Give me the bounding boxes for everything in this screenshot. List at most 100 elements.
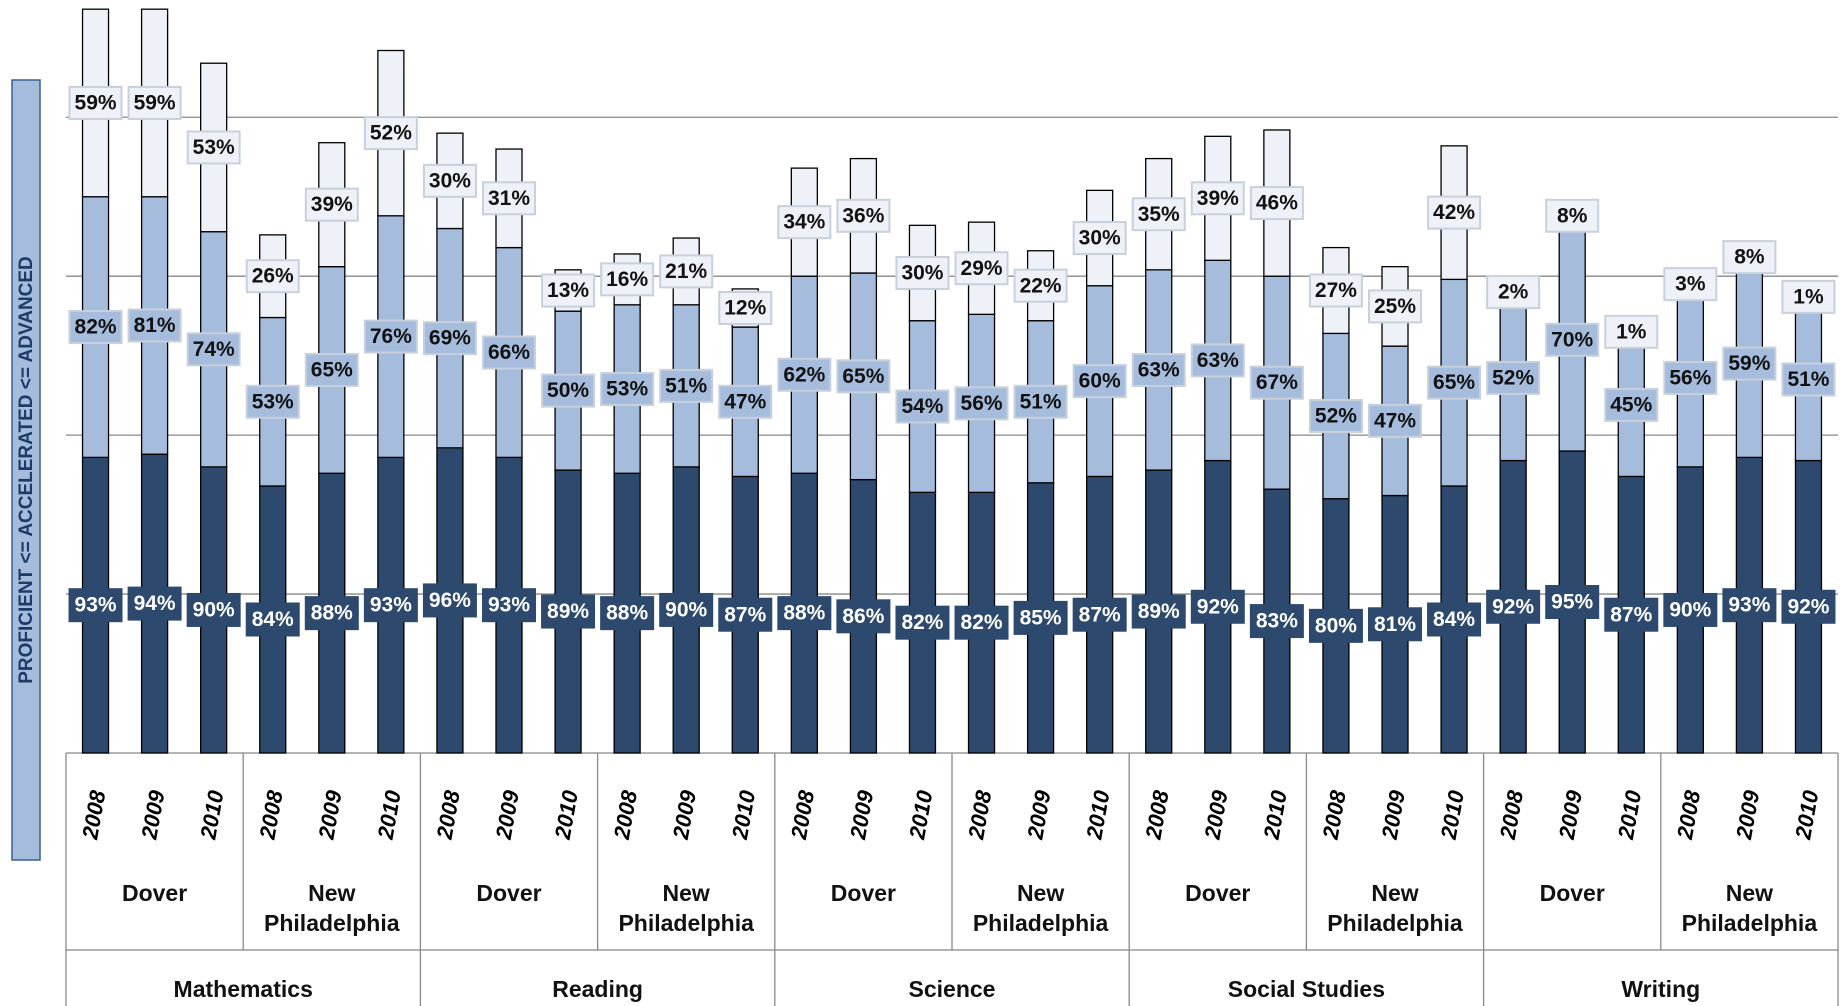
value-label-group: 39% [1190,181,1245,216]
value-label-box [777,357,832,392]
value-label: 89% [1138,600,1180,623]
value-label: 3% [1675,273,1706,296]
x-tick-label: 2010 [372,788,405,842]
x-tick-label: 2010 [904,788,937,842]
value-label-group: 29% [954,251,1009,286]
value-label-group: 69% [422,321,477,356]
subject-label: Mathematics [173,976,313,1002]
value-label: 54% [901,395,943,418]
x-tick-label: 2008 [963,788,996,842]
value-label-group: 52% [1486,360,1541,395]
value-label-group: 52% [1308,399,1363,434]
value-label-group: 25% [1368,289,1422,324]
value-label-box [127,308,182,343]
x-tick-label: 2008 [432,788,465,842]
value-label-box [1604,387,1659,422]
district-label: New Philadelphia [972,880,1109,936]
value-label: 66% [488,341,530,364]
value-label-group: 90% [186,592,241,627]
district-label: Dover [1539,880,1605,906]
value-label: 59% [1728,352,1770,375]
value-label: 81% [134,314,176,337]
district-label: New Philadelphia [1327,880,1463,936]
subject-label: Social Studies [1227,976,1385,1002]
value-label: 82% [901,611,943,634]
value-label: 92% [1492,595,1534,618]
district-label: Dover [1185,880,1251,906]
x-tick-label: 2009 [491,788,524,842]
value-label-box [718,290,773,325]
value-label-box [1249,186,1304,221]
value-label: 56% [961,392,1003,415]
value-label-box [1131,197,1186,232]
value-label-box [186,592,241,627]
value-label: 81% [1374,613,1416,636]
x-tick-label: 2009 [1554,788,1587,842]
value-label-box [363,319,418,354]
value-label-box [1190,181,1245,216]
x-tick-label: 2009 [1377,788,1410,842]
value-label-group: 65% [1427,365,1482,400]
value-label-group: 96% [422,583,477,618]
value-label-group: 22% [1013,268,1068,303]
value-label: 82% [75,316,117,339]
x-tick-label: 2010 [1790,788,1823,842]
value-label: 30% [901,262,943,285]
value-label: 51% [1787,368,1829,391]
value-label-box [127,85,182,120]
value-label-box [1781,362,1836,397]
value-label: 93% [1728,594,1770,617]
value-label: 34% [783,211,825,234]
district-label: Dover [830,880,896,906]
value-label-box [482,335,536,370]
value-label-box [836,599,891,634]
value-label: 93% [370,594,412,617]
value-label-box [1545,585,1600,620]
value-label: 84% [1433,608,1475,631]
value-label: 8% [1557,204,1588,227]
value-label-box [1427,365,1482,400]
value-label: 59% [134,91,176,114]
value-label-box [895,605,950,640]
value-label-group: 56% [954,386,1009,421]
value-label-group: 8% [1722,240,1777,275]
value-label: 13% [547,279,589,302]
x-tick-label: 2010 [1613,788,1646,842]
value-label: 69% [429,327,471,350]
value-label-box [1308,608,1363,643]
value-label-box [1131,352,1186,387]
value-label-group: 88% [304,596,359,631]
value-label-group: 86% [836,599,891,634]
value-label-group: 87% [1072,597,1127,632]
value-label-group: 84% [245,602,300,637]
value-label-group: 81% [1368,607,1422,642]
value-label-box [541,273,596,308]
y-axis-label-group: PROFICIENT <= ACCELERATED <= ADVANCED [11,79,41,861]
value-label: 87% [1610,603,1652,626]
value-label-box [304,352,359,387]
value-label-group: 21% [659,254,714,289]
value-label: 82% [961,611,1003,634]
value-label-group: 54% [895,389,950,424]
value-label: 60% [1079,370,1121,393]
value-label-box [600,596,655,631]
value-label: 84% [252,608,294,631]
value-label: 63% [1138,359,1180,382]
value-label: 53% [606,378,648,401]
value-label-group: 62% [777,357,832,392]
value-label: 85% [1020,606,1062,629]
value-label-group: 1% [1781,279,1836,314]
x-tick-label: 2009 [1022,788,1055,842]
value-label-box [1308,399,1363,434]
value-label-box [68,588,123,623]
value-label-group: 59% [127,85,182,120]
value-label: 76% [370,325,412,348]
x-tick-label: 2008 [786,788,819,842]
value-label-box [1368,403,1422,438]
x-tick-label: 2008 [1672,788,1705,842]
value-label-box [422,583,477,618]
value-label-box [1013,600,1068,635]
x-tick-label: 2010 [1436,788,1469,842]
value-label-group: 76% [363,319,418,354]
value-label-group: 87% [718,597,773,632]
